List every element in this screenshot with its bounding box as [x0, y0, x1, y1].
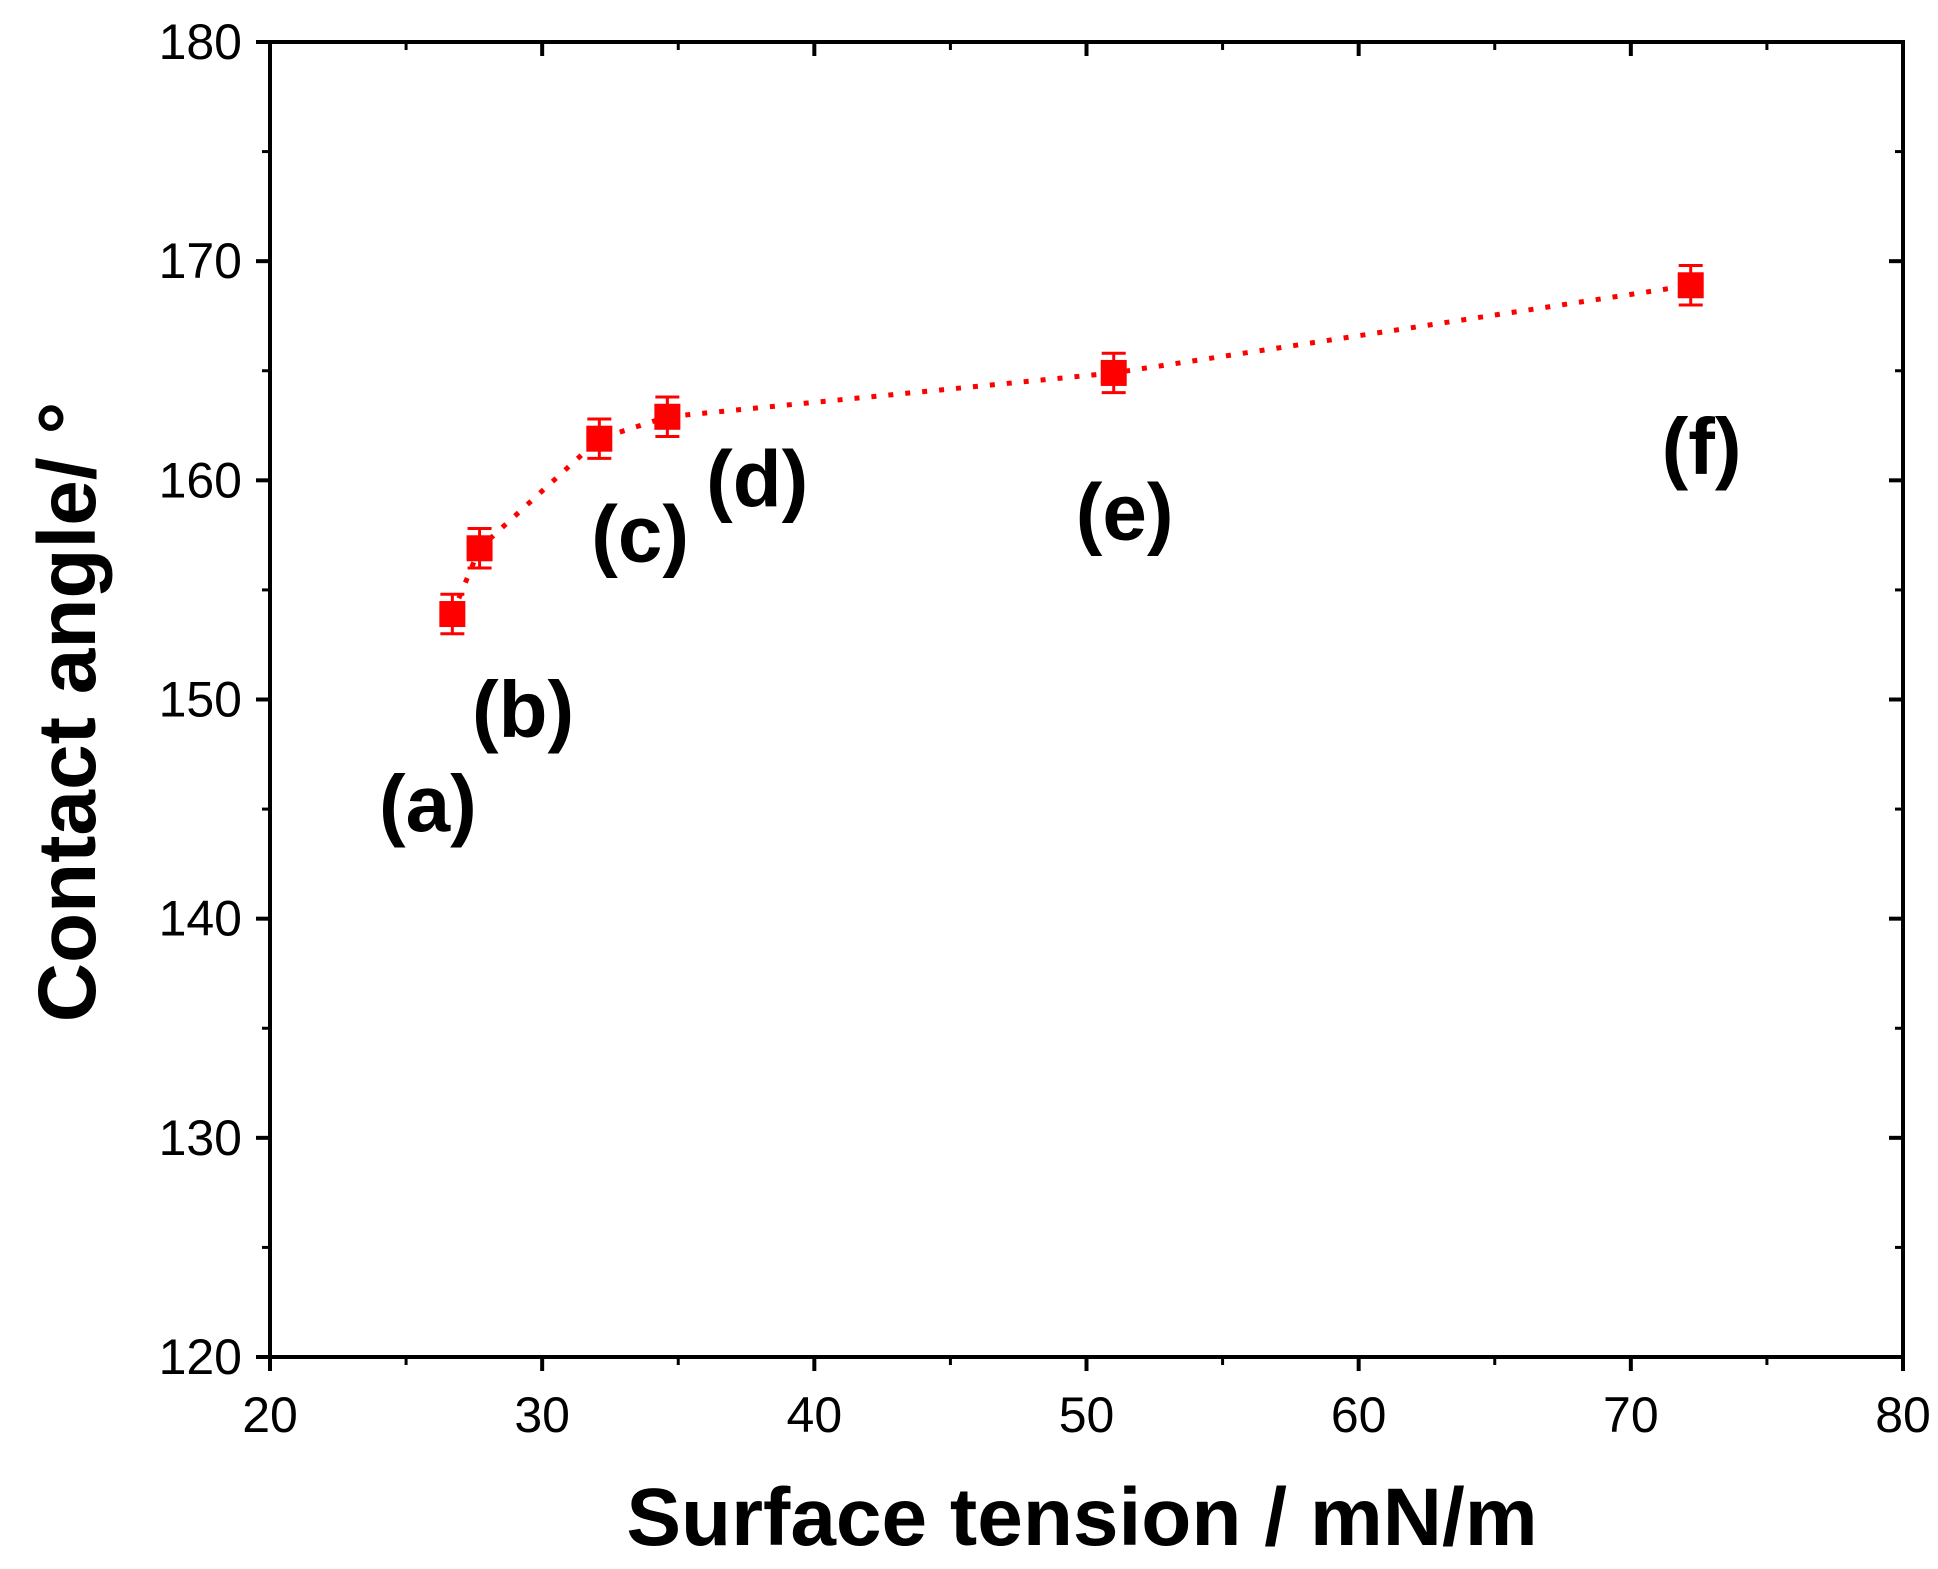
- x-tick-label: 60: [1331, 1387, 1387, 1443]
- data-point: [654, 403, 681, 430]
- data-markers: [439, 272, 1704, 628]
- x-tick-label: 30: [514, 1387, 570, 1443]
- point-label: (b): [472, 665, 574, 754]
- x-axis-title: Surface tension / mN/m: [626, 1472, 1537, 1563]
- x-tick-label: 50: [1059, 1387, 1115, 1443]
- y-tick-label: 120: [159, 1329, 242, 1385]
- axes: 20 30 40 50 60 70 80 120 130 140 150 160 170 180: [159, 14, 1931, 1443]
- y-tick-label: 150: [159, 672, 242, 728]
- x-tick-label: 20: [242, 1387, 298, 1443]
- data-point: [586, 425, 613, 452]
- y-tick-label: 180: [159, 14, 242, 70]
- point-annotations: (a)(b)(c)(d) (e) (f): [379, 402, 1742, 848]
- point-label: (c): [591, 489, 689, 578]
- data-point: [439, 601, 466, 628]
- trend-line: [450, 282, 1692, 615]
- y-tick-label: 130: [159, 1110, 242, 1166]
- point-label: (d): [706, 435, 808, 524]
- x-tick-label: 80: [1875, 1387, 1931, 1443]
- point-label: (e): [1076, 468, 1174, 557]
- point-label: (a): [379, 759, 477, 848]
- x-tick-label: 40: [787, 1387, 843, 1443]
- y-tick-label: 140: [159, 891, 242, 947]
- data-point: [1677, 272, 1704, 299]
- y-axis-title: Contact angle/ °: [22, 402, 113, 1023]
- y-tick-label: 170: [159, 233, 242, 289]
- error-bars: [440, 264, 1703, 636]
- series-line: [450, 282, 1692, 615]
- y-tick-label: 160: [159, 452, 242, 508]
- point-label: (f): [1662, 402, 1742, 491]
- x-tick-label: 70: [1603, 1387, 1659, 1443]
- data-point: [466, 535, 493, 562]
- data-point: [1100, 359, 1127, 386]
